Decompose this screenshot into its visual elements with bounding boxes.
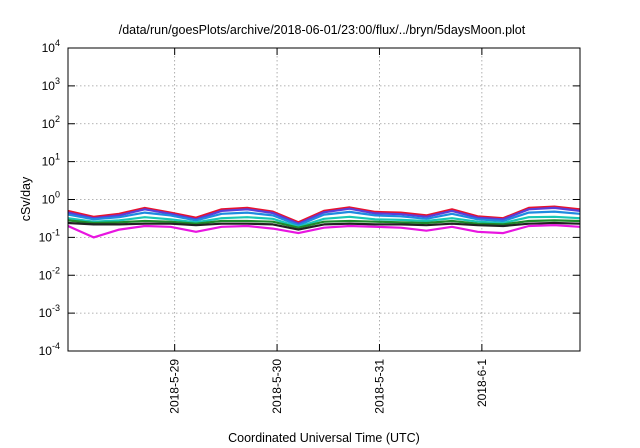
y-tick-label: 10-1 <box>39 227 60 244</box>
x-tick-label: 2018-6-1 <box>475 359 489 407</box>
x-tick-label: 2018-5-31 <box>372 359 386 414</box>
y-tick-label: 103 <box>42 76 60 93</box>
y-tick-label: 10-4 <box>39 341 60 358</box>
y-tick-label: 10-3 <box>39 303 60 320</box>
series-line-2 <box>67 206 581 225</box>
y-tick-label: 102 <box>42 114 60 131</box>
y-tick-label: 101 <box>42 152 60 169</box>
y-tick-label: 104 <box>42 38 60 55</box>
y-axis-label: cSv/day <box>19 176 33 221</box>
series-line-4 <box>67 215 581 228</box>
x-tick-label: 2018-5-29 <box>168 359 182 414</box>
y-tick-label: 100 <box>42 190 60 207</box>
chart-title: /data/run/goesPlots/archive/2018-06-01/2… <box>119 23 526 37</box>
x-tick-label: 2018-5-30 <box>270 359 284 414</box>
y-tick-label: 10-2 <box>39 265 60 282</box>
x-axis: 2018-5-29 2018-5-30 2018-5-31 2018-6-1 <box>168 48 489 414</box>
series-line-6 <box>67 221 581 231</box>
series-line-7 <box>67 224 581 239</box>
x-axis-label: Coordinated Universal Time (UTC) <box>228 431 420 445</box>
series-group <box>67 205 581 239</box>
series-line-3 <box>67 210 581 227</box>
grid <box>68 48 580 351</box>
series-line-5 <box>67 219 581 229</box>
y-axis: 10-4 10-3 10-2 10-1 100 101 102 103 104 <box>39 38 580 358</box>
series-line-1 <box>67 205 581 224</box>
